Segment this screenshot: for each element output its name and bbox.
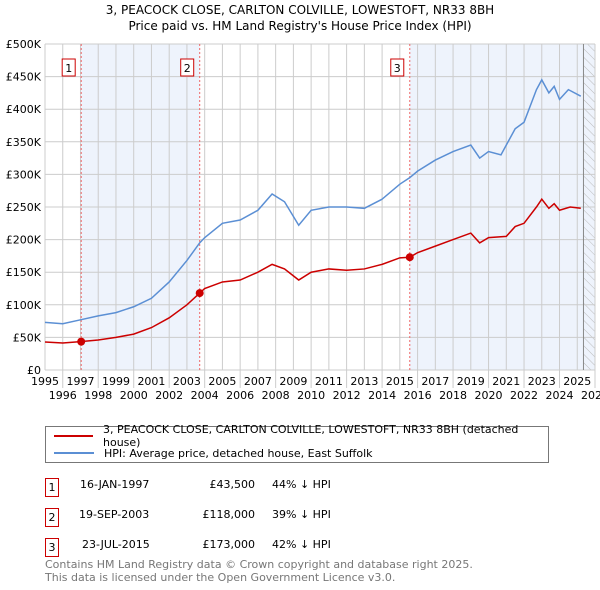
sale-price: £173,000 [202, 538, 256, 551]
x-tick-label: 2024 [546, 389, 574, 402]
x-tick-label: 2017 [421, 375, 449, 388]
x-tick-label: 2023 [528, 375, 556, 388]
y-tick-label: £250K [6, 201, 42, 214]
x-tick-label: 2007 [244, 375, 272, 388]
x-tick-label: 2018 [439, 389, 467, 402]
sale-price: £118,000 [202, 508, 256, 521]
x-tick-label: 2005 [208, 375, 236, 388]
sale-date: 19-SEP-2003 [79, 508, 150, 521]
x-tick-label: 2009 [279, 375, 307, 388]
footer-copyright: Contains HM Land Registry data © Crown c… [45, 558, 473, 571]
y-tick-label: £300K [6, 168, 42, 181]
x-tick-label: 2020 [475, 389, 503, 402]
x-tick-label: 2013 [350, 375, 378, 388]
x-tick-label: 1997 [66, 375, 94, 388]
y-tick-label: £200K [6, 234, 42, 247]
legend-label-hpi: HPI: Average price, detached house, East… [104, 446, 373, 460]
sale-point [405, 253, 414, 262]
footer: Contains HM Land Registry data © Crown c… [45, 558, 473, 584]
x-tick-label: 2003 [173, 375, 201, 388]
sale-price: £43,500 [209, 478, 256, 491]
x-tick-label: 2019 [457, 375, 485, 388]
sale-marker-box [390, 58, 405, 77]
x-tick-label: 2026 [581, 389, 600, 402]
sale-hpi-diff: 42% ↓ HPI [272, 538, 331, 551]
sale-marker-label: 3 [394, 62, 401, 75]
x-tick-label: 2001 [137, 375, 165, 388]
y-tick-label: £150K [6, 266, 42, 279]
x-tick-label: 2008 [262, 389, 290, 402]
sale-point [77, 337, 86, 346]
x-tick-label: 2012 [333, 389, 361, 402]
x-tick-label: 2000 [120, 389, 148, 402]
x-tick-label: 1998 [84, 389, 112, 402]
sale-marker-label: 2 [184, 62, 191, 75]
x-tick-label: 2006 [226, 389, 254, 402]
table-row: 3 23-JUL-2015 £173,000 42% ↓ HPI [45, 536, 545, 557]
legend-swatch-blue [54, 452, 94, 454]
footer-licence: This data is licensed under the Open Gov… [45, 571, 396, 584]
chart-title: 3, PEACOCK CLOSE, CARLTON COLVILLE, LOWE… [105, 3, 495, 17]
x-tick-label: 1995 [31, 375, 59, 388]
x-tick-label: 2021 [492, 375, 520, 388]
chart: 1995199619971998199920002001200220032004… [6, 38, 600, 402]
sale-marker-box [61, 58, 76, 77]
sale-point [195, 289, 204, 298]
x-tick-label: 2004 [191, 389, 219, 402]
y-tick-label: £100K [6, 299, 42, 312]
x-tick-label: 1999 [102, 375, 130, 388]
x-tick-label: 2014 [368, 389, 396, 402]
series-line [44, 197, 581, 344]
legend-label-property: 3, PEACOCK CLOSE, CARLTON COLVILLE, LOWE… [103, 423, 519, 449]
sale-badge: 2 [45, 508, 59, 527]
sale-hpi-diff: 39% ↓ HPI [272, 508, 331, 521]
sale-hpi-diff: 44% ↓ HPI [272, 478, 331, 491]
x-tick-label: 2025 [563, 375, 591, 388]
x-tick-label: 2011 [315, 375, 343, 388]
y-tick-label: £350K [6, 136, 42, 149]
y-tick-label: £450K [6, 71, 42, 84]
legend: 3, PEACOCK CLOSE, CARLTON COLVILLE, LOWE… [45, 423, 549, 463]
legend-item-property: 3, PEACOCK CLOSE, CARLTON COLVILLE, LOWE… [54, 423, 548, 449]
x-tick-label: 2002 [155, 389, 183, 402]
y-tick-label: £500K [6, 38, 42, 51]
sale-badge: 1 [45, 478, 59, 497]
x-tick-label: 2010 [297, 389, 325, 402]
y-tick-label: £0 [27, 364, 41, 377]
sale-marker-box [180, 58, 195, 77]
y-tick-label: £400K [6, 103, 42, 116]
sale-badge: 3 [45, 538, 59, 557]
x-tick-label: 2016 [404, 389, 432, 402]
sale-marker-label: 1 [65, 62, 72, 75]
table-row: 2 19-SEP-2003 £118,000 39% ↓ HPI [45, 506, 545, 527]
series-line [44, 78, 582, 325]
x-tick-label: 2022 [510, 389, 538, 402]
sale-date: 16-JAN-1997 [80, 478, 150, 491]
legend-item-hpi: HPI: Average price, detached house, East… [54, 445, 373, 461]
table-row: 1 16-JAN-1997 £43,500 44% ↓ HPI [45, 476, 545, 497]
x-tick-label: 2015 [386, 375, 414, 388]
sale-date: 23-JUL-2015 [82, 538, 150, 551]
x-tick-label: 1996 [49, 389, 77, 402]
legend-swatch-red [54, 435, 93, 437]
y-tick-label: £50K [13, 331, 42, 344]
chart-subtitle: Price paid vs. HM Land Registry's House … [128, 19, 472, 33]
